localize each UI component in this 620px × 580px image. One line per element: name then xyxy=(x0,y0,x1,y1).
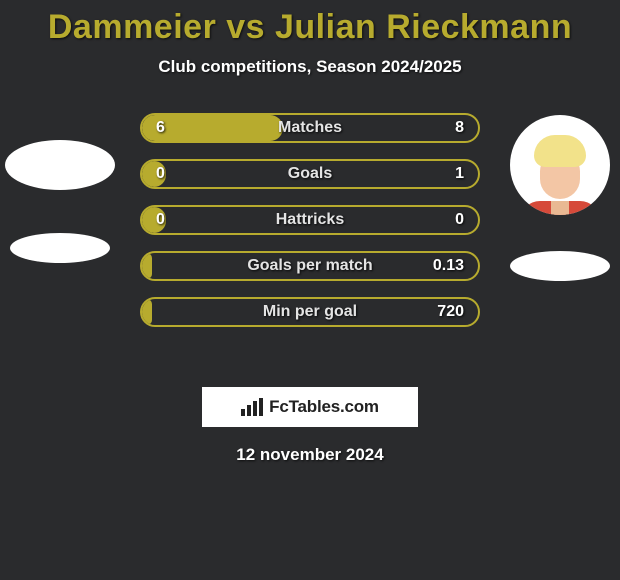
page-subtitle: Club competitions, Season 2024/2025 xyxy=(0,57,620,77)
stat-row: Goals per match0.13 xyxy=(140,251,480,281)
branding-text: FcTables.com xyxy=(269,397,379,417)
stat-label: Min per goal xyxy=(202,303,418,321)
stat-fill xyxy=(142,253,152,279)
player-right-column xyxy=(500,105,620,281)
stat-row: 0Hattricks0 xyxy=(140,205,480,235)
stat-row: Min per goal720 xyxy=(140,297,480,327)
player-left-club-badge xyxy=(10,233,110,263)
stat-label: Goals per match xyxy=(202,257,418,275)
branding-badge: FcTables.com xyxy=(202,387,418,427)
stat-right-value: 0.13 xyxy=(418,257,478,275)
page-title: Dammeier vs Julian Rieckmann xyxy=(0,8,620,47)
stat-right-value: 0 xyxy=(418,211,478,229)
stat-left-value: 6 xyxy=(142,119,202,137)
player-left-column xyxy=(0,105,120,263)
stat-right-value: 1 xyxy=(418,165,478,183)
stat-left-value: 0 xyxy=(142,211,202,229)
stat-right-value: 8 xyxy=(418,119,478,137)
stat-row: 6Matches8 xyxy=(140,113,480,143)
bar-chart-icon xyxy=(241,398,263,416)
footer-date: 12 november 2024 xyxy=(0,445,620,465)
stat-label: Goals xyxy=(202,165,418,183)
stat-row: 0Goals1 xyxy=(140,159,480,189)
comparison-stage: 6Matches80Goals10Hattricks0Goals per mat… xyxy=(0,105,620,365)
stat-label: Hattricks xyxy=(202,211,418,229)
player-right-club-badge xyxy=(510,251,610,281)
stat-right-value: 720 xyxy=(418,303,478,321)
player-left-avatar xyxy=(5,140,115,190)
stat-bars: 6Matches80Goals10Hattricks0Goals per mat… xyxy=(140,113,480,327)
player-right-face-icon xyxy=(530,135,590,215)
stat-left-value: 0 xyxy=(142,165,202,183)
stat-fill xyxy=(142,299,152,325)
stat-label: Matches xyxy=(202,119,418,137)
player-right-avatar xyxy=(510,115,610,215)
